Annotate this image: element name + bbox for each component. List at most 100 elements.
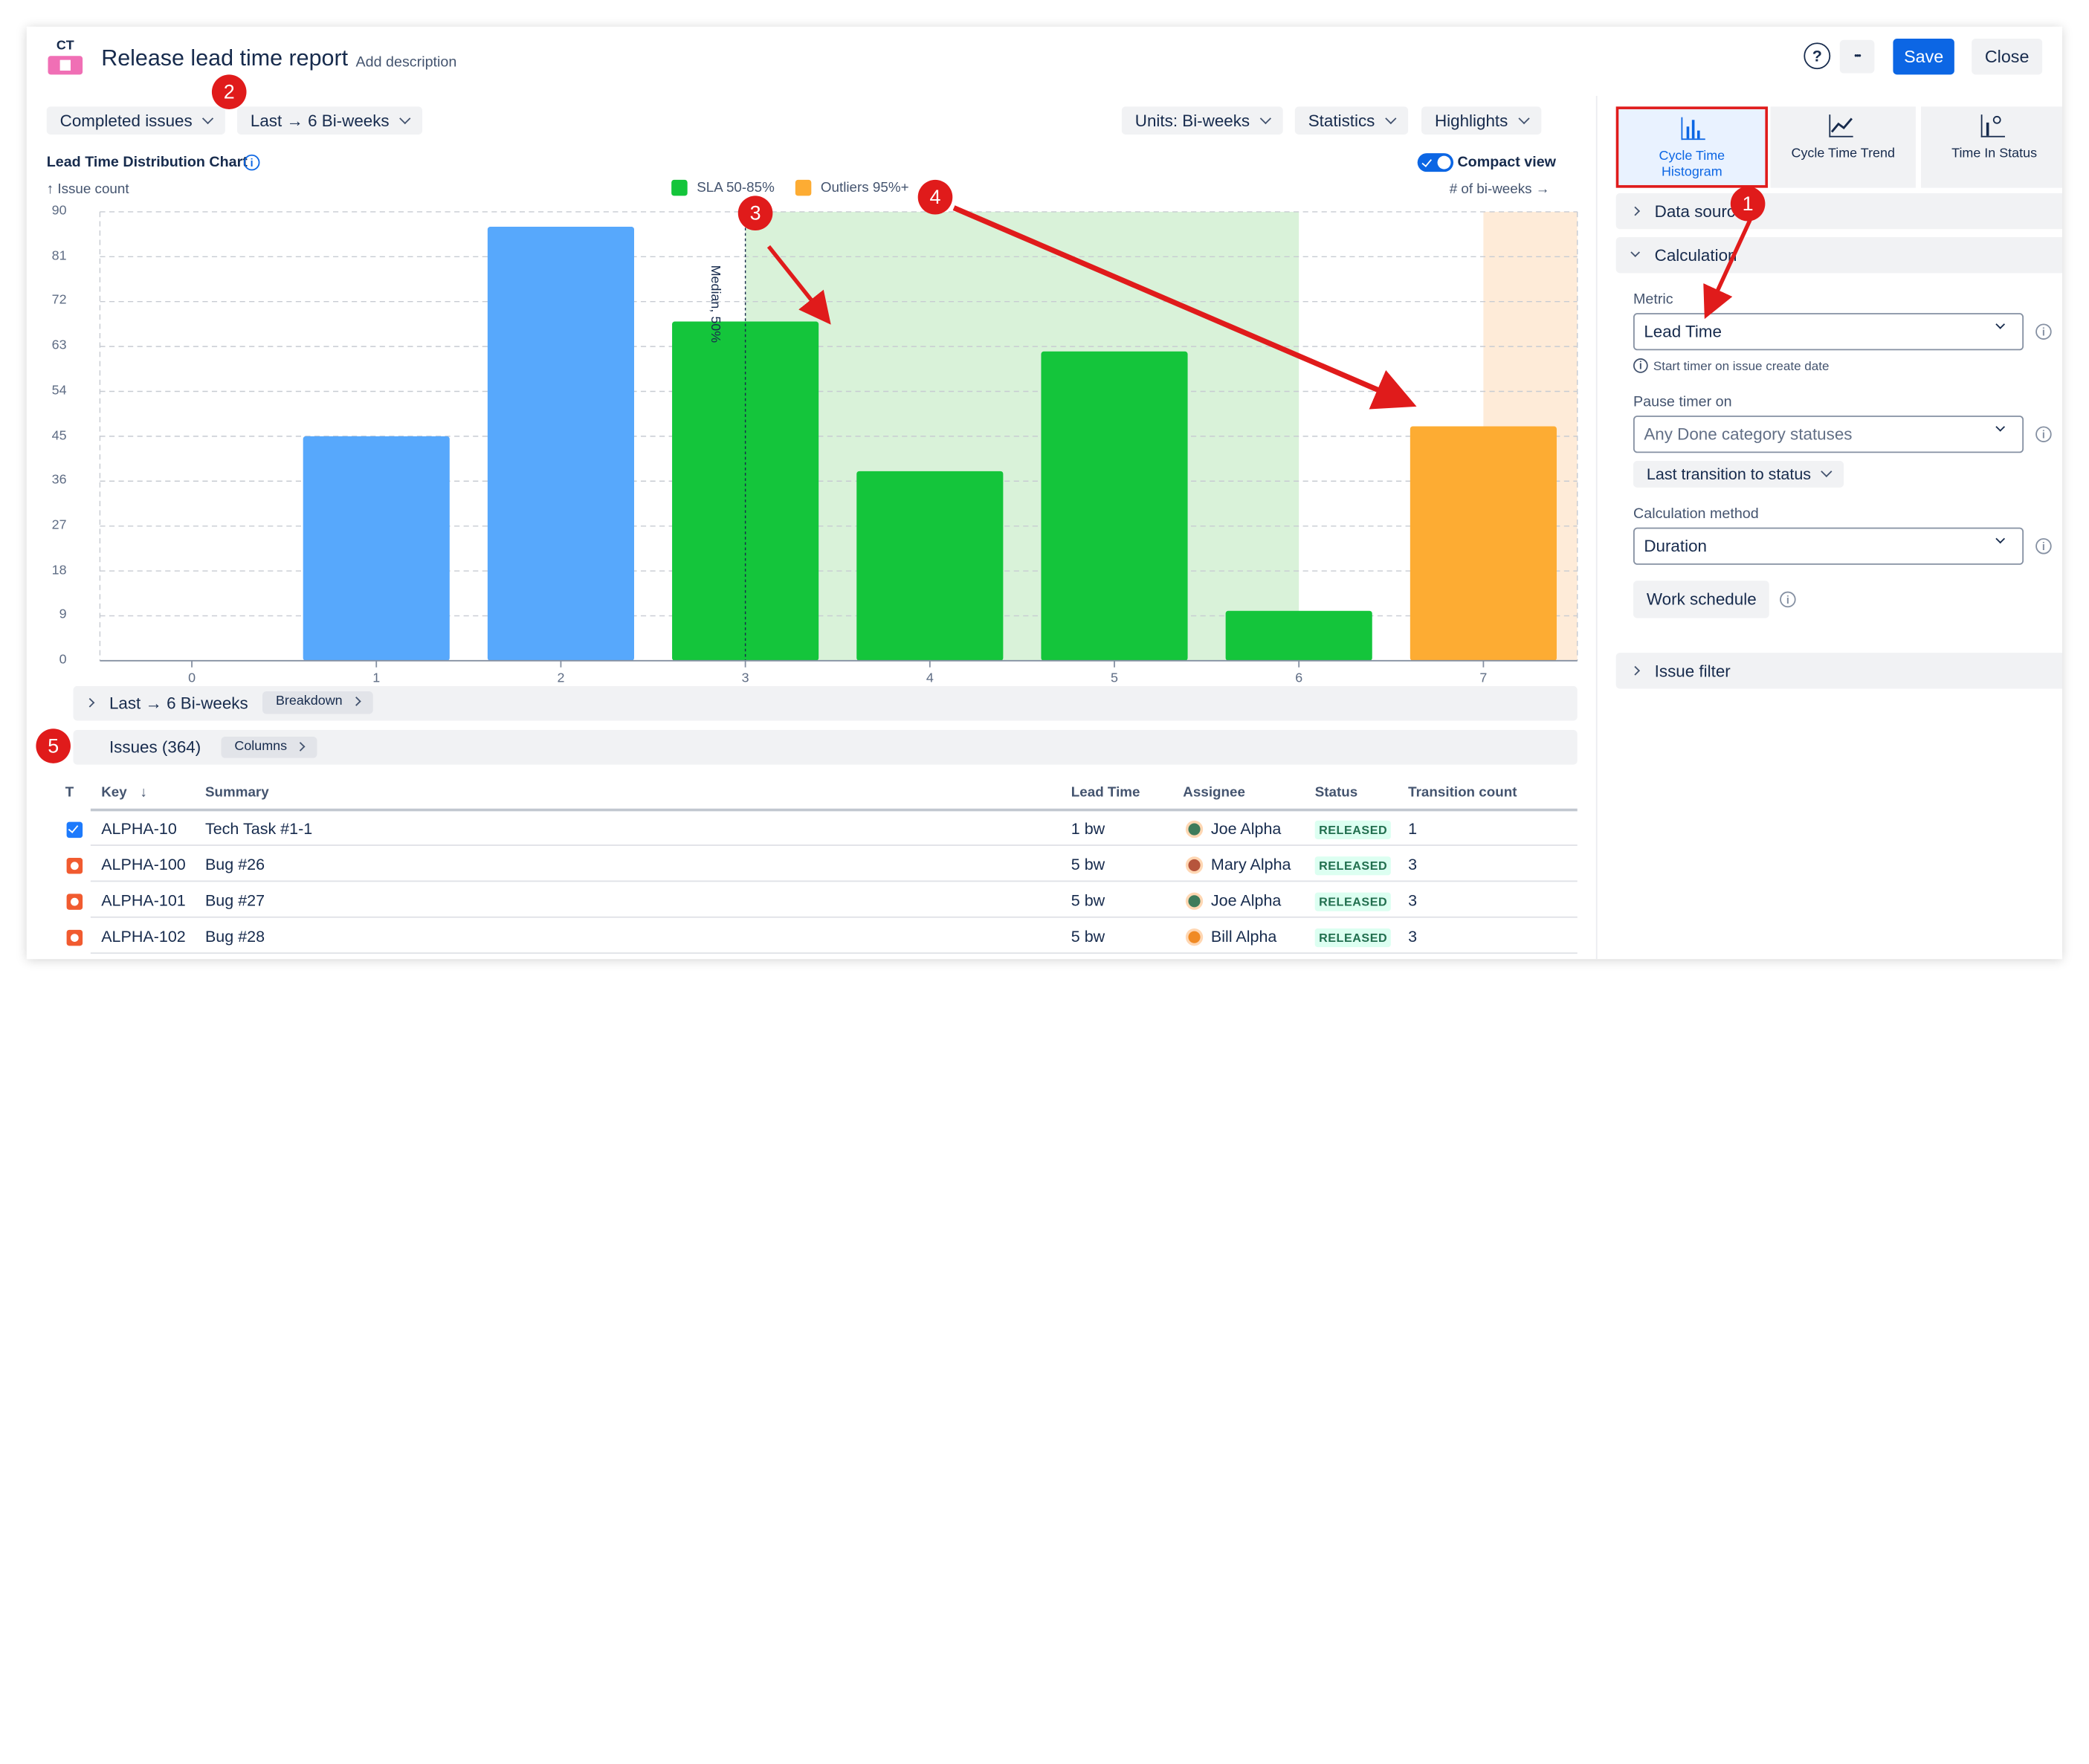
- method-label: Calculation method: [1633, 505, 1759, 523]
- bar-1[interactable]: [303, 436, 450, 661]
- bar-6[interactable]: [1225, 610, 1372, 661]
- row-divider: [90, 880, 1578, 882]
- statistics-label: Statistics: [1308, 111, 1375, 130]
- x-tick-label: 0: [188, 671, 196, 686]
- legend-sla: SLA 50-85%: [671, 179, 775, 196]
- col-type[interactable]: T: [65, 784, 74, 801]
- page-title: Release lead time report: [101, 45, 349, 71]
- issue-key[interactable]: ALPHA-100: [101, 855, 186, 874]
- x-tick-label: 3: [741, 671, 749, 686]
- last-transition-dropdown[interactable]: Last transition to status: [1633, 461, 1844, 488]
- bar-2[interactable]: [487, 227, 634, 661]
- method-select[interactable]: Duration: [1633, 527, 2024, 565]
- bar-5[interactable]: [1041, 351, 1188, 661]
- compact-view-toggle[interactable]: [1417, 153, 1454, 172]
- issue-key[interactable]: ALPHA-102: [101, 927, 186, 946]
- help-button[interactable]: ?: [1804, 42, 1831, 70]
- issues-section[interactable]: Issues (364) Columns: [73, 730, 1578, 765]
- period-label: Last → 6 Bi-weeks: [250, 111, 390, 130]
- pause-info-icon[interactable]: i: [2035, 426, 2052, 442]
- issue-filter-section[interactable]: Issue filter: [1615, 653, 2063, 689]
- breakdown-button[interactable]: Breakdown: [262, 691, 373, 714]
- issue-summary[interactable]: Bug #26: [204, 855, 265, 874]
- col-assignee[interactable]: Assignee: [1183, 784, 1245, 801]
- pause-timer-select[interactable]: Any Done category statuses: [1633, 416, 2024, 453]
- x-tick-label: 5: [1111, 671, 1118, 686]
- y-tick-label: 81: [51, 248, 67, 264]
- bug-icon: [66, 858, 83, 874]
- row-divider: [90, 916, 1578, 918]
- y-tick-label: 18: [51, 563, 67, 578]
- issue-summary[interactable]: Tech Task #1-1: [204, 819, 313, 839]
- status-chart-icon: [1980, 114, 2005, 138]
- info-icon[interactable]: i: [243, 154, 260, 171]
- col-summary[interactable]: Summary: [204, 784, 269, 801]
- method-info-icon[interactable]: i: [2035, 537, 2052, 555]
- status-badge: RELEASED: [1314, 928, 1392, 948]
- avatar: [1185, 928, 1204, 946]
- issue-transition-count: 3: [1408, 855, 1418, 874]
- calculation-section[interactable]: Calculation: [1615, 236, 2063, 274]
- issue-filter-label: Issue filter: [1654, 661, 1731, 680]
- issue-key[interactable]: ALPHA-101: [101, 891, 186, 910]
- units-label: Units: Bi-weeks: [1134, 111, 1250, 130]
- pause-timer-placeholder: Any Done category statuses: [1644, 424, 1853, 444]
- task-checkbox-icon[interactable]: [66, 821, 83, 839]
- method-value: Duration: [1644, 537, 1707, 556]
- save-button[interactable]: Save: [1893, 38, 1954, 75]
- issue-summary[interactable]: Bug #27: [204, 891, 265, 910]
- tab-time-in-status[interactable]: Time In Status: [1921, 106, 2063, 188]
- help-icon: ?: [1812, 46, 1822, 65]
- statistics-dropdown[interactable]: Statistics: [1294, 106, 1409, 135]
- completed-issues-dropdown[interactable]: Completed issues: [46, 106, 226, 135]
- issue-transition-count: 1: [1408, 819, 1418, 839]
- status-badge: RELEASED: [1314, 892, 1392, 911]
- col-lead-time[interactable]: Lead Time: [1071, 784, 1140, 801]
- legend-outliers-label: Outliers 95%+: [820, 179, 909, 196]
- add-description-link[interactable]: Add description: [355, 54, 457, 71]
- col-status[interactable]: Status: [1314, 784, 1358, 801]
- tab-cycle-time-trend[interactable]: Cycle Time Trend: [1770, 106, 1916, 188]
- app-logo: CT: [46, 39, 84, 75]
- tab-cycle-time-histogram[interactable]: Cycle Time Histogram: [1615, 106, 1768, 188]
- legend-sla-swatch: [671, 179, 688, 196]
- report-window: CT Release lead time report Add descript…: [26, 26, 2063, 960]
- logo-mark-icon: [48, 56, 83, 75]
- bar-7[interactable]: [1410, 426, 1557, 661]
- issue-summary[interactable]: Bug #28: [204, 927, 265, 946]
- tab-label: Cycle Time Trend: [1791, 146, 1895, 161]
- y-tick-label: 90: [51, 204, 67, 219]
- x-tick-label: 7: [1479, 671, 1488, 686]
- col-key[interactable]: Key ↓: [101, 784, 147, 801]
- calculation-label: Calculation: [1654, 245, 1737, 265]
- x-tick-label: 1: [372, 671, 381, 686]
- y-tick-label: 9: [59, 607, 67, 623]
- work-schedule-info-icon[interactable]: i: [1780, 591, 1796, 608]
- breakdown-button-label: Breakdown: [275, 694, 343, 709]
- issue-transition-count: 3: [1408, 927, 1418, 946]
- issue-key[interactable]: ALPHA-10: [101, 819, 177, 839]
- columns-button[interactable]: Columns: [221, 736, 317, 758]
- close-button[interactable]: Close: [1972, 38, 2043, 75]
- period-dropdown[interactable]: Last → 6 Bi-weeks: [236, 106, 423, 135]
- data-source-section[interactable]: Data source: [1615, 193, 2063, 230]
- data-source-label: Data source: [1654, 201, 1745, 221]
- more-actions-button[interactable]: •••: [1839, 39, 1875, 74]
- toggle-knob: [1437, 155, 1451, 169]
- arrow-1: [1703, 212, 1755, 320]
- metric-info-icon[interactable]: i: [2035, 323, 2052, 340]
- metric-select[interactable]: Lead Time: [1633, 313, 2024, 351]
- work-schedule-button[interactable]: Work schedule: [1633, 581, 1770, 618]
- more-icon: •••: [1854, 51, 1862, 62]
- units-dropdown[interactable]: Units: Bi-weeks: [1121, 106, 1283, 135]
- arrow-3: [766, 245, 831, 325]
- highlights-dropdown[interactable]: Highlights: [1421, 106, 1542, 135]
- compact-view-label: Compact view: [1457, 154, 1556, 171]
- issue-assignee: Bill Alpha: [1210, 927, 1277, 946]
- legend-sla-label: SLA 50-85%: [697, 179, 775, 196]
- bar-4[interactable]: [856, 471, 1004, 661]
- highlights-label: Highlights: [1434, 111, 1508, 130]
- annotation-badge-5: 5: [36, 728, 71, 763]
- breakdown-section[interactable]: Last → 6 Bi-weeks Breakdown: [73, 685, 1578, 721]
- col-transition-count[interactable]: Transition count: [1408, 784, 1517, 801]
